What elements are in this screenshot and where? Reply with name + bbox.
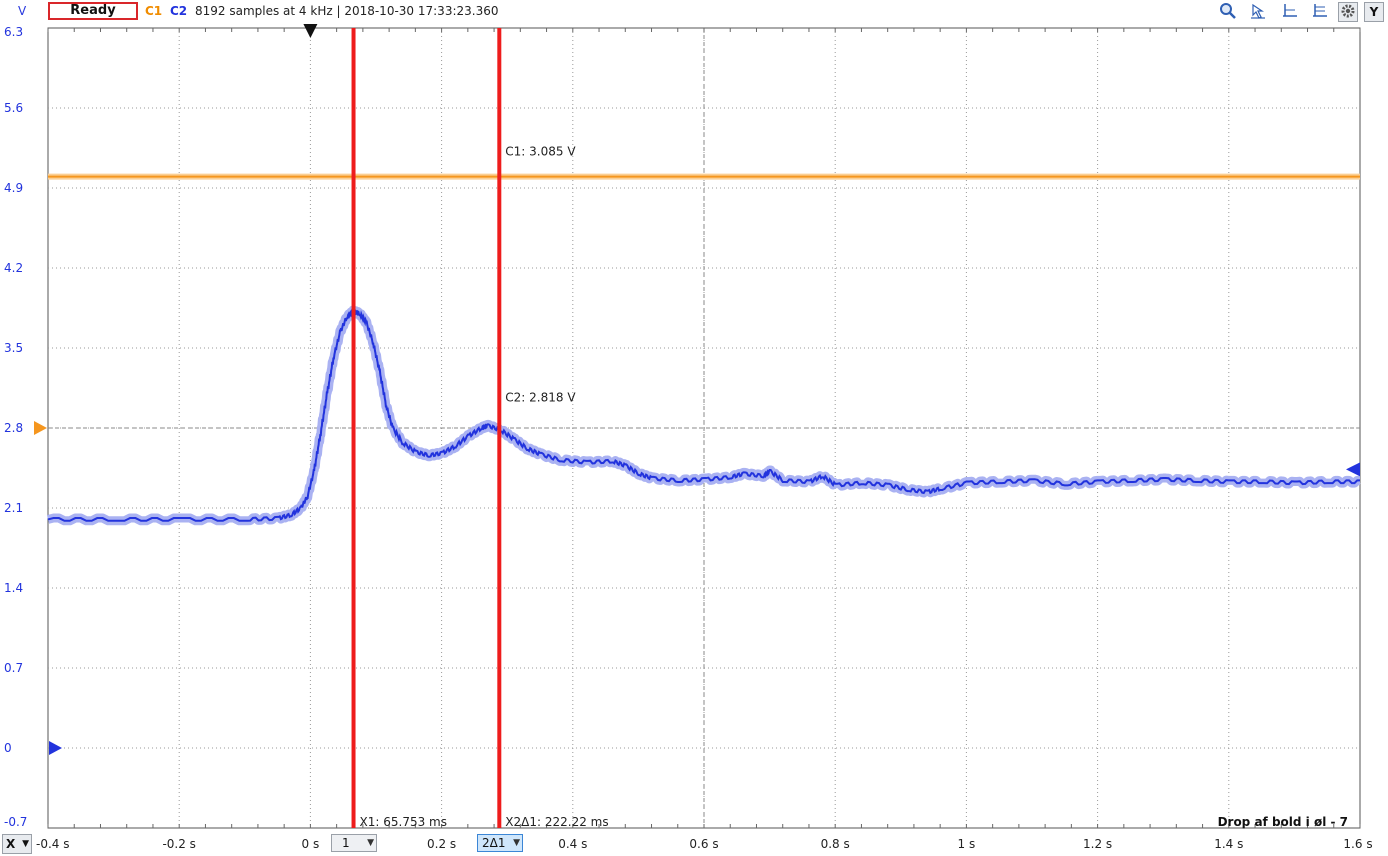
toolbar: V Ready C1 C2 8192 samples at 4 kHz | 20… (0, 0, 1388, 24)
cursor-x1-label: X1: 65.753 ms (360, 815, 447, 829)
y-tick-label: 1.4 (4, 581, 23, 595)
x-tick-label: 0.2 s (427, 837, 456, 851)
series-c2-line (47, 309, 1360, 522)
x-tick-label: 0.8 s (821, 837, 850, 851)
chevron-down-icon: ▼ (513, 838, 520, 848)
zoom-icon[interactable] (1218, 2, 1238, 22)
cursor2-selector[interactable]: 2Δ1 ▼ (477, 834, 523, 852)
y-unit-label: V (18, 4, 27, 18)
gear-icon[interactable] (1338, 2, 1358, 22)
channel1-toggle[interactable]: C1 (145, 4, 163, 18)
x-tick-label: 1.2 s (1083, 837, 1112, 851)
c2-zero-marker-icon[interactable] (49, 741, 62, 755)
y-tick-label: 4.2 (4, 261, 23, 275)
y-tick-label: 2.8 (4, 421, 23, 435)
x-axis-button-label: X (6, 837, 16, 851)
y-tick-label: 3.5 (4, 341, 23, 355)
channel2-toggle[interactable]: C2 (170, 4, 188, 18)
x-axis-button[interactable]: X ▼ (2, 834, 32, 854)
readout-c2: C2: 2.818 V (505, 391, 576, 405)
y-tick-label: 6.3 (4, 25, 23, 39)
chevron-down-icon: ▼ (367, 838, 374, 848)
y-tick-label: 0.7 (4, 661, 23, 675)
y-tick-label: -0.7 (4, 815, 27, 829)
x-tick-label: 0.4 s (558, 837, 587, 851)
pointer-icon[interactable] (1248, 2, 1268, 22)
cursor1-selector[interactable]: 1 ▼ (331, 834, 377, 852)
x-axis-bar: X ▼ 1 ▼ 2Δ1 ▼ (0, 832, 1388, 856)
x-tick-label: 0.6 s (689, 837, 718, 851)
status-button[interactable]: Ready (48, 2, 138, 20)
x-tick-label: -0.2 s (162, 837, 195, 851)
y-tick-label: 2.1 (4, 501, 23, 515)
c1-level-marker-icon[interactable] (34, 421, 47, 435)
readout-c1: C1: 3.085 V (505, 145, 576, 159)
x-tick-label: 0 s (302, 837, 320, 851)
x-tick-label: 1.6 s (1343, 837, 1372, 851)
c2-level-marker-icon[interactable] (1346, 462, 1360, 477)
x-tick-label: 1 s (958, 837, 976, 851)
cursor1-selector-label: 1 (342, 836, 350, 850)
y-axis-button[interactable]: Y (1364, 2, 1384, 22)
cursor-single-icon[interactable] (1280, 2, 1300, 22)
y-tick-label: 5.6 (4, 101, 23, 115)
capture-annotation: Drop af bold i øl - 7 (1218, 815, 1348, 829)
cursor-dual-icon[interactable] (1310, 2, 1330, 22)
cursor-x2-label: X2Δ1: 222.22 ms (505, 815, 608, 829)
trigger-marker-icon[interactable] (303, 24, 318, 38)
x-tick-label: -0.4 s (36, 837, 69, 851)
y-tick-label: 4.9 (4, 181, 23, 195)
y-tick-label: 0 (4, 741, 12, 755)
chevron-down-icon: ▼ (22, 839, 29, 849)
cursor2-selector-label: 2Δ1 (482, 836, 506, 850)
acquisition-info: 8192 samples at 4 kHz | 2018-10-30 17:33… (195, 4, 499, 18)
x-tick-label: 1.4 s (1214, 837, 1243, 851)
